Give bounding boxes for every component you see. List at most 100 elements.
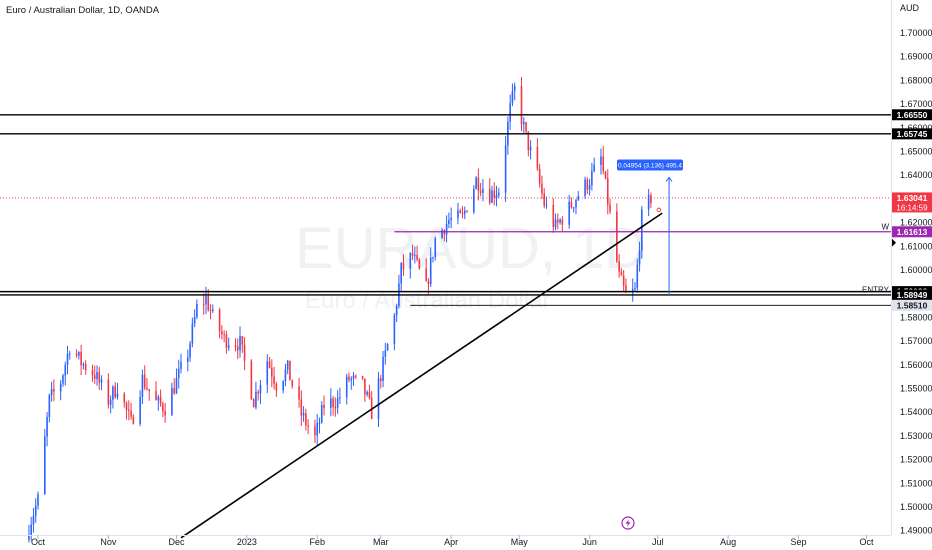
candle-body — [554, 219, 557, 227]
candle-bearish — [477, 168, 480, 201]
candle-body — [577, 195, 580, 200]
candle-bullish — [395, 303, 398, 322]
candle-bearish — [332, 395, 334, 416]
candle-bullish — [44, 429, 46, 495]
candle-body — [116, 393, 119, 398]
candle-body — [227, 345, 230, 348]
time-tick-label: Oct — [31, 537, 46, 547]
candle-body — [318, 422, 321, 424]
price-tick-label: 1.53000 — [900, 431, 932, 441]
candle-body — [432, 256, 434, 258]
candle-body — [364, 378, 366, 395]
candle-body — [650, 195, 652, 204]
candle-body — [298, 386, 300, 400]
candle-bullish — [109, 395, 112, 414]
candle-body — [559, 219, 561, 223]
candle-body — [236, 346, 239, 351]
candle-body — [162, 403, 164, 412]
time-axis[interactable]: Oct Nov Dec 2023 Feb Mar Apr May Jun Jul Aug Sep Oct — [0, 535, 891, 547]
candle-body — [100, 379, 103, 383]
candle-body — [586, 179, 589, 190]
candle-bullish — [450, 207, 452, 229]
price-tag-text: 1.65745 — [897, 129, 928, 139]
candle-bullish — [509, 94, 511, 130]
candle-body — [402, 262, 405, 269]
candle-bearish — [75, 349, 78, 358]
candle-bullish — [491, 185, 493, 204]
candle-body — [450, 217, 452, 221]
candle-body — [495, 195, 498, 198]
candle-bearish — [257, 389, 259, 401]
candle-body — [189, 343, 191, 358]
candle-body — [361, 375, 364, 379]
candle-bullish — [66, 345, 69, 375]
candle-bullish — [336, 390, 339, 414]
candle-bearish — [570, 197, 573, 209]
candle-body — [221, 331, 223, 335]
candle-body — [34, 505, 37, 516]
candle-body — [641, 209, 643, 251]
candle-body — [463, 210, 466, 214]
candle-bearish — [606, 169, 609, 215]
candle-bullish — [68, 350, 71, 360]
candle-body — [348, 376, 350, 381]
candle-bearish — [650, 192, 652, 209]
candle-body — [173, 388, 175, 394]
candle-bullish — [495, 185, 498, 207]
price-tick-label: 1.60000 — [900, 265, 932, 275]
candle-body — [241, 336, 244, 345]
candle-body — [625, 285, 627, 293]
candle-body — [498, 192, 500, 196]
lightning-icon[interactable] — [621, 516, 635, 530]
candle-body — [475, 177, 477, 189]
candle-body — [336, 397, 339, 409]
level-1-66550-tag: 1.66550 — [892, 109, 932, 121]
candle-bullish — [352, 372, 355, 386]
candle-body — [84, 364, 87, 371]
candle-body — [98, 372, 101, 383]
candle-bullish — [112, 385, 114, 409]
candle-bearish — [162, 401, 164, 418]
candles-layer — [28, 77, 652, 543]
price-axis[interactable]: AUD 1.700001.690001.680001.670001.660001… — [891, 0, 932, 536]
candle-bullish — [584, 176, 586, 200]
candle-body — [30, 524, 32, 535]
candle-bearish — [123, 392, 126, 408]
candle-bullish — [282, 380, 284, 394]
candle-bullish — [400, 262, 402, 291]
price-tick-label: 1.58000 — [900, 312, 932, 322]
candle-body — [345, 376, 348, 398]
candle-bullish — [513, 82, 516, 101]
price-axis-currency: AUD — [900, 3, 920, 13]
candle-bearish — [275, 381, 278, 397]
candle-body — [400, 262, 402, 284]
candle-bullish — [59, 380, 62, 401]
candle-body — [414, 254, 416, 256]
candle-bullish — [636, 258, 639, 293]
time-tick-label: Mar — [373, 537, 389, 547]
candle-bearish — [479, 182, 482, 197]
trendline[interactable] — [180, 212, 663, 539]
candle-body — [193, 317, 196, 324]
candle-bullish — [568, 194, 570, 229]
measure-arrow — [665, 176, 673, 182]
drawings-layer[interactable]: W ENTRY 0.04954 (3.136) 495.4 — [0, 114, 891, 539]
symbol-watermark: EURAUD, 1D Euro / Australian Dollar — [295, 216, 646, 314]
candle-body — [80, 351, 82, 366]
candle-body — [130, 410, 132, 417]
price-tick-label: 1.67000 — [900, 99, 932, 109]
candle-bearish — [355, 374, 357, 380]
candle-bullish — [191, 317, 194, 348]
candle-bullish — [482, 179, 484, 202]
candle-bullish — [382, 350, 384, 388]
candle-body — [609, 204, 611, 212]
candle-bearish — [616, 203, 618, 264]
candle-body — [602, 156, 605, 172]
candle-body — [141, 374, 144, 397]
candle-body — [572, 207, 575, 209]
candle-body — [525, 122, 527, 132]
candle-body — [53, 389, 55, 392]
watermark-symbol: EURAUD, 1D — [295, 216, 646, 281]
candle-body — [243, 344, 246, 361]
